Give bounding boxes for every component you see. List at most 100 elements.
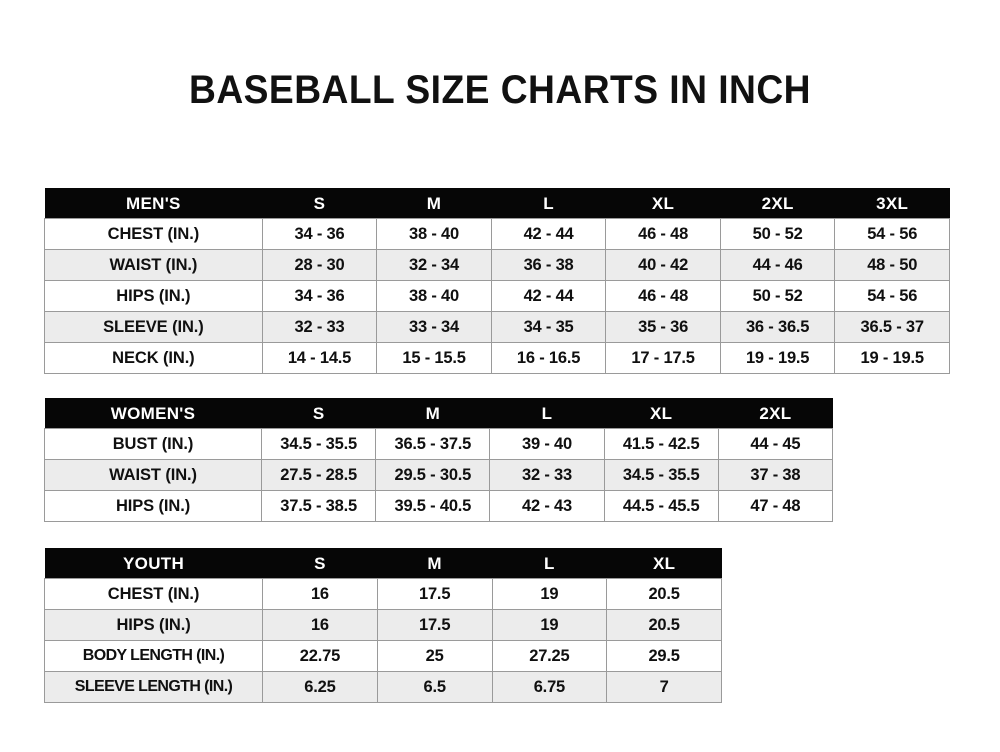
measurement-cell: 44 - 46 xyxy=(719,249,836,281)
measurement-cell: 19 xyxy=(491,578,608,610)
column-header-l: L xyxy=(544,553,555,573)
measurement-cell: 46 - 48 xyxy=(605,280,721,312)
row-label: BODY LENGTH (IN.) xyxy=(43,640,264,672)
measurement-cell: 36 - 36.5 xyxy=(719,311,836,343)
measurement-cell: 7 xyxy=(606,671,722,703)
measurement-cell: 48 - 50 xyxy=(834,249,950,281)
measurement-cell: 32 - 34 xyxy=(376,249,492,281)
measurement-cell: 33 - 34 xyxy=(376,311,492,343)
measurement-cell: 6.75 xyxy=(491,671,608,703)
measurement-cell: 36.5 - 37.5 xyxy=(375,428,491,460)
row-label: HIPS (IN.) xyxy=(43,490,263,522)
measurement-cell: 42 - 44 xyxy=(490,280,607,312)
row-label: CHEST (IN.) xyxy=(44,218,263,250)
measurement-cell: 6.25 xyxy=(262,671,378,703)
measurement-cell: 34.5 - 35.5 xyxy=(261,428,377,460)
row-label: WAIST (IN.) xyxy=(43,459,263,491)
measurement-cell: 19 - 19.5 xyxy=(719,342,836,374)
measurement-cell: 39.5 - 40.5 xyxy=(375,490,491,522)
measurement-cell: 29.5 xyxy=(606,640,722,672)
measurement-cell: 42 - 44 xyxy=(490,218,607,250)
womens-size-table: WOMEN'S S M L XL 2XL BUST (IN.) 34.5 - 35.5 36.5… xyxy=(43,398,834,522)
measurement-cell: 34 - 36 xyxy=(261,218,378,250)
measurement-cell: 54 - 56 xyxy=(834,280,950,312)
row-label: CHEST (IN.) xyxy=(43,578,264,610)
measurement-cell: 34 - 36 xyxy=(261,280,378,312)
table-row: HIPS (IN.) 37.5 - 38.5 39.5 - 40.5 42 - 43 4… xyxy=(43,490,834,522)
measurement-cell: 37 - 38 xyxy=(717,459,834,491)
column-header-s: S xyxy=(313,193,326,213)
table-row: BUST (IN.) 34.5 - 35.5 36.5 - 37.5 39 - 40 4… xyxy=(43,428,834,460)
page-title: BASEBALL SIZE CHARTS IN INCH xyxy=(188,68,812,112)
measurement-cell: 17.5 xyxy=(376,578,493,610)
measurement-cell: 19 xyxy=(491,609,608,641)
measurement-cell: 39 - 40 xyxy=(489,428,605,460)
column-header-m: M xyxy=(425,403,441,423)
youth-size-table: YOUTH S M L XL CHEST (IN.) 16 17.5 19 20.5 HIPS (I… xyxy=(43,548,722,703)
row-label: SLEEVE LENGTH (IN.) xyxy=(43,671,264,703)
measurement-cell: 27.25 xyxy=(491,640,608,672)
table-row: BODY LENGTH (IN.) 22.75 25 27.25 29.5 xyxy=(43,640,722,672)
row-label: BUST (IN.) xyxy=(43,428,263,460)
measurement-cell: 28 - 30 xyxy=(261,249,378,281)
measurement-cell: 44 - 45 xyxy=(717,428,834,460)
measurement-cell: 40 - 42 xyxy=(605,249,721,281)
measurement-cell: 17.5 xyxy=(376,609,493,641)
measurement-cell: 47 - 48 xyxy=(717,490,834,522)
measurement-cell: 42 - 43 xyxy=(489,490,605,522)
measurement-cell: 41.5 - 42.5 xyxy=(603,428,719,460)
measurement-cell: 27.5 - 28.5 xyxy=(261,459,377,491)
table-row: SLEEVE LENGTH (IN.) 6.25 6.5 6.75 7 xyxy=(43,671,722,703)
measurement-cell: 25 xyxy=(376,640,493,672)
measurement-cell: 38 - 40 xyxy=(376,218,492,250)
table-category-header: YOUTH xyxy=(123,553,185,573)
measurement-cell: 14 - 14.5 xyxy=(261,342,378,374)
measurement-cell: 6.5 xyxy=(376,671,493,703)
row-label: SLEEVE (IN.) xyxy=(44,311,263,343)
measurement-cell: 35 - 36 xyxy=(605,311,721,343)
measurement-cell: 15 - 15.5 xyxy=(376,342,492,374)
table-header-row: YOUTH S M L XL xyxy=(44,548,722,579)
table-row: CHEST (IN.) 16 17.5 19 20.5 xyxy=(43,578,722,610)
column-header-2xl: 2XL xyxy=(759,403,792,423)
table-row: HIPS (IN.) 16 17.5 19 20.5 xyxy=(43,609,722,641)
measurement-cell: 38 - 40 xyxy=(376,280,492,312)
measurement-cell: 44.5 - 45.5 xyxy=(603,490,719,522)
column-header-m: M xyxy=(426,193,442,213)
column-header-2xl: 2XL xyxy=(761,193,794,213)
measurement-cell: 34 - 35 xyxy=(490,311,607,343)
table-row: NECK (IN.) 14 - 14.5 15 - 15.5 16 - 16.5 17 … xyxy=(44,342,950,374)
measurement-cell: 17 - 17.5 xyxy=(605,342,721,374)
table-row: CHEST (IN.) 34 - 36 38 - 40 42 - 44 46 - 48 5… xyxy=(44,218,950,250)
column-header-xl: XL xyxy=(650,403,673,423)
measurement-cell: 20.5 xyxy=(606,609,722,641)
measurement-cell: 16 - 16.5 xyxy=(490,342,607,374)
column-header-xl: XL xyxy=(652,553,676,573)
column-header-m: M xyxy=(427,553,442,573)
measurement-cell: 34.5 - 35.5 xyxy=(603,459,719,491)
measurement-cell: 50 - 52 xyxy=(719,218,836,250)
table-row: WAIST (IN.) 27.5 - 28.5 29.5 - 30.5 32 - 33… xyxy=(43,459,834,491)
column-header-3xl: 3XL xyxy=(876,193,909,213)
column-header-s: S xyxy=(314,553,326,573)
measurement-cell: 50 - 52 xyxy=(719,280,836,312)
measurement-cell: 32 - 33 xyxy=(261,311,378,343)
table-category-header: WOMEN'S xyxy=(110,403,196,423)
table-row: WAIST (IN.) 28 - 30 32 - 34 36 - 38 40 - 42 4… xyxy=(44,249,950,281)
measurement-cell: 16 xyxy=(262,609,378,641)
table-row: SLEEVE (IN.) 32 - 33 33 - 34 34 - 35 35 - 36… xyxy=(44,311,950,343)
measurement-cell: 36.5 - 37 xyxy=(834,311,950,343)
measurement-cell: 37.5 - 38.5 xyxy=(261,490,377,522)
row-label: WAIST (IN.) xyxy=(44,249,263,281)
mens-size-table: MEN'S S M L XL 2XL 3XL CHEST (IN.) 34 - 36 38 - 4… xyxy=(44,188,950,374)
table-row: HIPS (IN.) 34 - 36 38 - 40 42 - 44 46 - 48 50… xyxy=(44,280,950,312)
measurement-cell: 22.75 xyxy=(262,640,378,672)
measurement-cell: 32 - 33 xyxy=(489,459,605,491)
measurement-cell: 54 - 56 xyxy=(834,218,950,250)
table-header-row: WOMEN'S S M L XL 2XL xyxy=(44,398,833,429)
row-label: NECK (IN.) xyxy=(44,342,263,374)
measurement-cell: 46 - 48 xyxy=(605,218,721,250)
table-category-header: MEN'S xyxy=(126,193,181,213)
column-header-xl: XL xyxy=(651,193,675,213)
